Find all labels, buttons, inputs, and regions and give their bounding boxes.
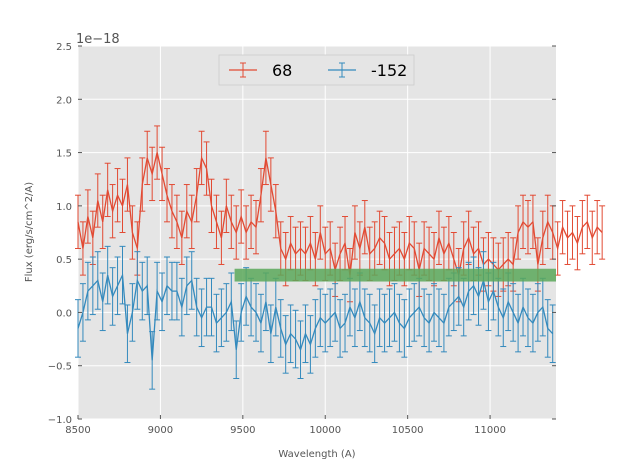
y-tick-label: −1.0 [48,415,72,426]
y-tick-label: 0.5 [56,255,72,266]
highlight-band [234,268,556,282]
x-tick-label: 9500 [230,425,255,436]
legend: 68 -152 [218,54,415,86]
y-tick-label: 1.0 [56,202,72,213]
y-tick-label: −0.5 [48,362,72,373]
y-axis-label: Flux (erg/s/cm^2/A) [24,182,35,282]
series-line [77,152,603,276]
y-tick-label: 2.5 [56,42,72,53]
x-tick-label: 9000 [148,425,173,436]
x-tick-label: 8500 [65,425,90,436]
x-tick-label: 10000 [309,425,341,436]
y-tick-label: 2.0 [56,95,72,106]
x-tick-label: 10500 [392,425,424,436]
series-line [77,272,554,361]
x-tick-label: 11000 [474,425,506,436]
series-1 [75,245,556,390]
y-tick-label: 0.0 [56,308,72,319]
legend-label: 68 [272,61,292,80]
y-tick-label: 1.5 [56,149,72,160]
x-axis-label: Wavelength (A) [278,449,355,460]
y-offset-label: 1e−18 [76,32,120,47]
legend-label: -152 [371,61,407,80]
